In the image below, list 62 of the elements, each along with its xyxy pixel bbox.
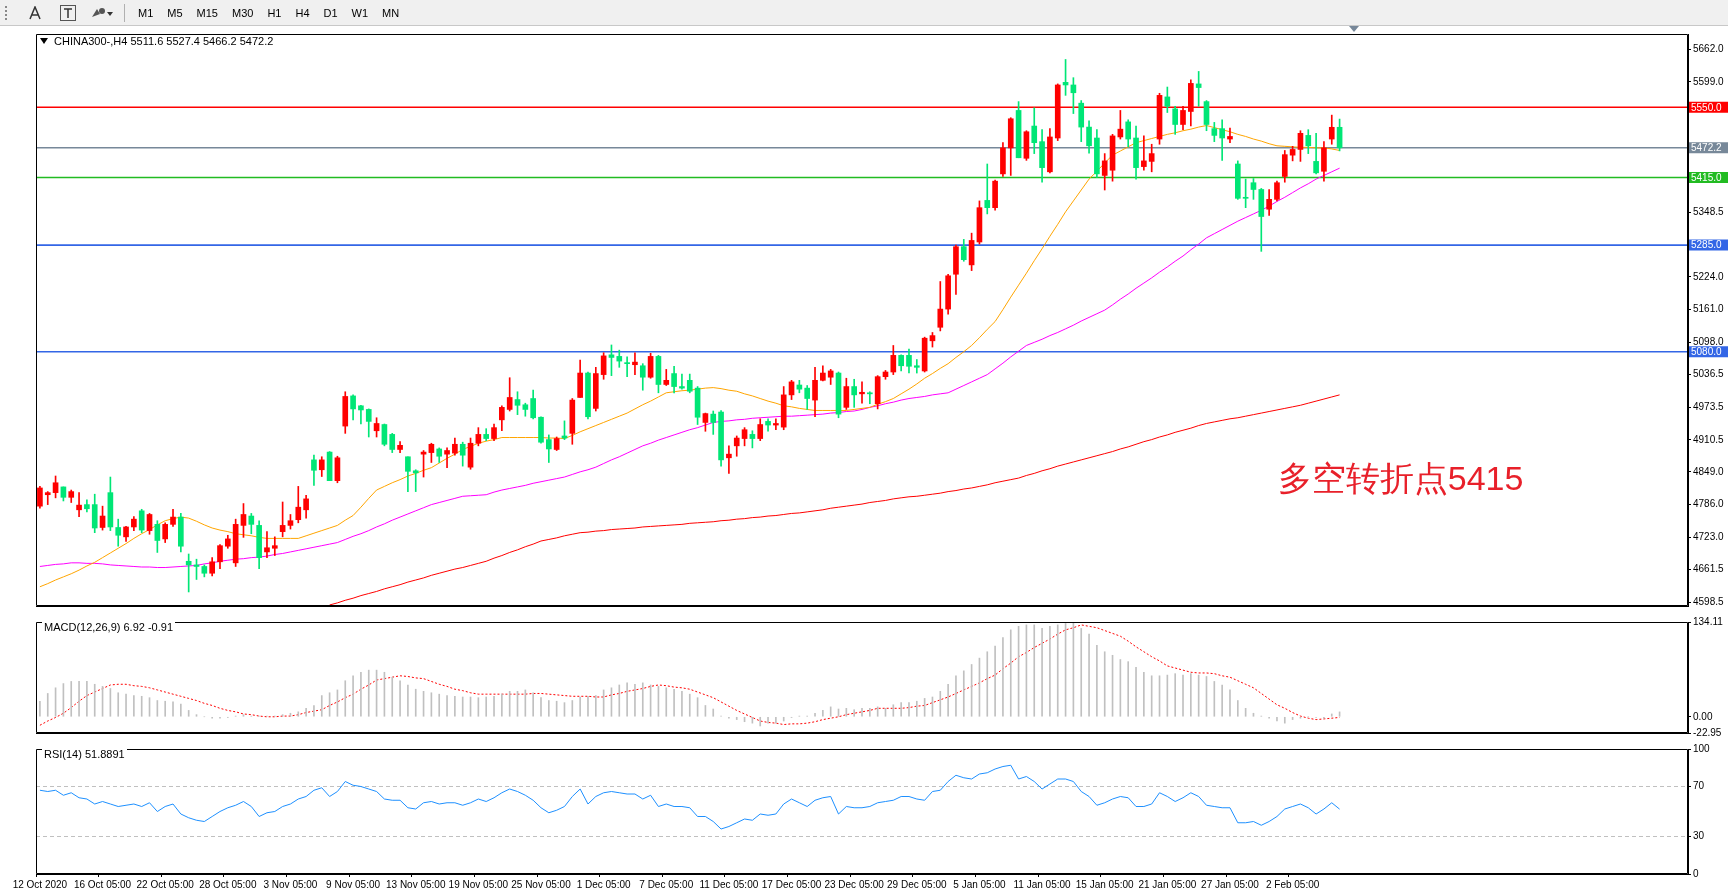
x-tick-label: 21 Jan 05:00 xyxy=(1138,878,1197,890)
text: H4 xyxy=(294,5,311,21)
line-series xyxy=(39,624,1341,726)
y-tick-label: 5348.5 xyxy=(1693,205,1725,217)
x-tick-label: 19 Nov 05:00 xyxy=(448,878,509,890)
y-tick-label: 4723.0 xyxy=(1693,531,1725,543)
x-tick-label: 9 Nov 05:00 xyxy=(326,878,381,890)
x-tick-label: 15 Jan 05:00 xyxy=(1075,878,1135,890)
x-tick-label: 17 Dec 05:00 xyxy=(761,878,822,890)
x-tick-label: 3 Nov 05:00 xyxy=(263,878,318,890)
x-tick-label: 27 Jan 05:00 xyxy=(1201,878,1260,890)
x-tick-label: 7 Dec 05:00 xyxy=(639,878,694,890)
text: M30 xyxy=(230,5,255,21)
y-tick-label: -22.95 xyxy=(1693,726,1722,738)
chart-title: MACD(12,26,9) 6.92 -0.91 xyxy=(42,621,176,634)
ref-line-label: 5415.0 xyxy=(1691,171,1723,183)
ref-line-label: 5080.0 xyxy=(1691,345,1723,357)
x-tick-label: 29 Dec 05:00 xyxy=(887,878,947,890)
ref-line-label: 5550.0 xyxy=(1691,101,1723,113)
y-tick-label: 5599.0 xyxy=(1693,75,1725,87)
candlestick xyxy=(913,359,920,374)
y-tick-label: 4910.5 xyxy=(1693,433,1725,445)
x-tick-label: 16 Oct 05:00 xyxy=(73,878,132,890)
x-tick-label: 2 Feb 05:00 xyxy=(1265,878,1320,890)
y-tick-label: 134.11 xyxy=(1693,615,1724,627)
x-tick-label: 11 Dec 05:00 xyxy=(699,878,759,890)
text: M5 xyxy=(166,5,184,21)
ref-line-label: 5285.0 xyxy=(1691,239,1723,251)
y-tick-label: 4786.0 xyxy=(1693,498,1725,510)
text: H1 xyxy=(266,5,283,21)
y-tick-label: 4661.5 xyxy=(1693,563,1725,575)
x-tick-label: 13 Nov 05:00 xyxy=(385,878,446,890)
y-tick-label: 0 xyxy=(1693,867,1699,879)
x-tick-label: 25 Nov 05:00 xyxy=(511,878,572,890)
text: MN xyxy=(381,5,401,21)
chart-title: CHINA300-,H4 5511.6 5527.4 5466.2 5472.2 xyxy=(52,35,276,48)
y-tick-label: 100 xyxy=(1693,742,1711,754)
x-tick-label: 11 Jan 05:00 xyxy=(1013,878,1072,890)
text: M1 xyxy=(137,5,155,21)
y-tick-label: 5036.5 xyxy=(1693,368,1725,380)
x-tick-label: 5 Jan 05:00 xyxy=(953,878,1007,890)
x-tick-label: 23 Dec 05:00 xyxy=(824,878,885,890)
ref-line-label: 5472.2 xyxy=(1691,142,1723,154)
annotation: 多空转折点5415 xyxy=(1277,458,1524,497)
text: M15 xyxy=(195,5,219,21)
y-tick-label: 70 xyxy=(1693,780,1705,792)
y-tick-label: 5224.0 xyxy=(1693,270,1725,282)
y-tick-label: 4849.0 xyxy=(1693,465,1725,477)
text: D1 xyxy=(322,5,339,21)
y-tick-label: 0.00 xyxy=(1693,710,1713,722)
y-tick-label: 5662.0 xyxy=(1693,42,1725,54)
x-tick-label: 28 Oct 05:00 xyxy=(199,878,257,890)
chart-title: RSI(14) 51.8891 xyxy=(42,748,127,761)
y-tick-label: 4598.5 xyxy=(1693,595,1725,607)
y-tick-label: 5098.0 xyxy=(1693,336,1725,348)
x-tick-label: 1 Dec 05:00 xyxy=(576,878,632,890)
y-tick-label: 30 xyxy=(1693,830,1705,842)
x-tick-label: 12 Oct 2020 xyxy=(12,878,68,890)
x-tick-label: 22 Oct 05:00 xyxy=(136,878,195,890)
y-tick-label: 4973.5 xyxy=(1693,400,1725,412)
text: W1 xyxy=(350,5,370,21)
y-tick-label: 5161.0 xyxy=(1693,303,1725,315)
